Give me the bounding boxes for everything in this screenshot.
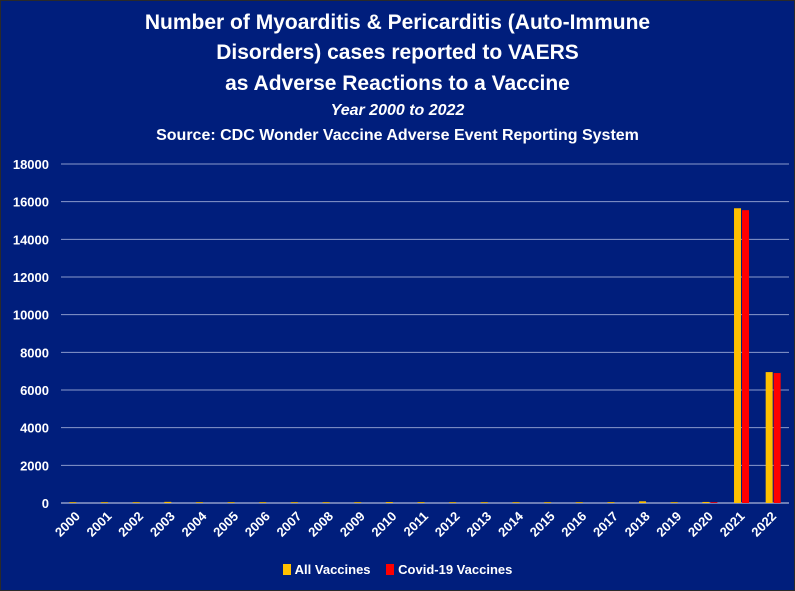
y-tick-label-2000: 2000 <box>20 458 49 473</box>
bar-all-vaccines-2013 <box>480 502 488 503</box>
bar-all-vaccines-2009 <box>354 502 362 503</box>
bar-all-vaccines-2008 <box>322 502 330 503</box>
legend-item-all-vaccines: All Vaccines <box>282 562 371 577</box>
bar-covid-vaccines-2022 <box>773 373 781 503</box>
bar-covid-vaccines-2021 <box>742 210 750 503</box>
chart-title-line-3: as Adverse Reactions to a Vaccine <box>225 72 570 95</box>
legend-swatch-all-vaccines <box>282 564 291 575</box>
chart-source: Source: CDC Wonder Vaccine Adverse Event… <box>156 127 639 144</box>
x-tick-label-2019: 2019 <box>653 509 684 540</box>
bar-all-vaccines-2012 <box>449 502 457 503</box>
bar-all-vaccines-2002 <box>132 502 140 503</box>
bar-all-vaccines-2004 <box>195 502 203 503</box>
x-tick-label-2016: 2016 <box>558 509 589 540</box>
x-tick-label-2020: 2020 <box>685 509 716 540</box>
x-tick-label-2018: 2018 <box>622 509 653 540</box>
legend: All Vaccines Covid-19 Vaccines <box>1 562 794 577</box>
bar-all-vaccines-2014 <box>512 502 520 503</box>
y-tick-label-6000: 6000 <box>20 383 49 398</box>
x-tick-label-2009: 2009 <box>337 509 368 540</box>
x-tick-label-2004: 2004 <box>178 508 210 540</box>
bar-all-vaccines-2005 <box>227 502 235 503</box>
y-tick-label-18000: 18000 <box>13 157 49 172</box>
x-tick-label-2001: 2001 <box>84 509 115 540</box>
legend-item-covid-vaccines: Covid-19 Vaccines <box>386 562 512 577</box>
bar-all-vaccines-2020 <box>702 501 710 503</box>
x-tick-label-2002: 2002 <box>115 509 146 540</box>
bar-all-vaccines-2022 <box>765 372 773 503</box>
y-tick-label-12000: 12000 <box>13 270 49 285</box>
x-tick-label-2022: 2022 <box>748 509 779 540</box>
legend-label-all-vaccines: All Vaccines <box>294 562 371 577</box>
x-tick-label-2015: 2015 <box>527 509 558 540</box>
x-tick-label-2010: 2010 <box>368 509 399 540</box>
bar-all-vaccines-2010 <box>385 502 393 503</box>
bar-all-vaccines-2016 <box>575 502 583 503</box>
x-tick-label-2007: 2007 <box>273 509 304 540</box>
x-tick-label-2012: 2012 <box>432 509 463 540</box>
bar-all-vaccines-2003 <box>164 501 172 503</box>
bar-all-vaccines-2001 <box>100 502 108 503</box>
y-tick-label-8000: 8000 <box>20 345 49 360</box>
x-tick-label-2008: 2008 <box>305 509 336 540</box>
bar-covid-vaccines-2020 <box>710 502 718 503</box>
x-tick-label-2021: 2021 <box>717 509 748 540</box>
bar-all-vaccines-2018 <box>639 501 647 503</box>
x-tick-label-2006: 2006 <box>242 509 273 540</box>
y-tick-label-14000: 14000 <box>13 232 49 247</box>
bar-all-vaccines-2007 <box>290 502 298 503</box>
bar-all-vaccines-2015 <box>544 502 552 503</box>
x-tick-label-2003: 2003 <box>147 509 178 540</box>
y-tick-label-16000: 16000 <box>13 195 49 210</box>
x-tick-label-2014: 2014 <box>495 508 527 540</box>
x-tick-label-2011: 2011 <box>401 509 432 540</box>
chart-subtitle: Year 2000 to 2022 <box>330 102 465 119</box>
y-tick-label-4000: 4000 <box>20 421 49 436</box>
x-tick-label-2000: 2000 <box>52 509 83 540</box>
bar-all-vaccines-2000 <box>69 502 77 503</box>
legend-swatch-covid-vaccines <box>386 564 395 575</box>
bar-all-vaccines-2011 <box>417 502 425 503</box>
bar-all-vaccines-2017 <box>607 502 615 503</box>
chart-title-line-1: Number of Myoarditis & Pericarditis (Aut… <box>144 11 651 34</box>
x-tick-label-2013: 2013 <box>463 509 494 540</box>
bar-all-vaccines-2006 <box>259 502 267 503</box>
chart-title-line-2: Disorders) cases reported to VAERS <box>216 41 579 64</box>
x-tick-label-2005: 2005 <box>210 509 241 540</box>
y-tick-label-10000: 10000 <box>13 308 49 323</box>
bar-all-vaccines-2021 <box>734 208 742 503</box>
legend-label-covid-vaccines: Covid-19 Vaccines <box>398 562 513 577</box>
bar-all-vaccines-2019 <box>670 502 678 503</box>
x-tick-label-2017: 2017 <box>590 509 621 540</box>
y-tick-label-0: 0 <box>42 496 49 511</box>
